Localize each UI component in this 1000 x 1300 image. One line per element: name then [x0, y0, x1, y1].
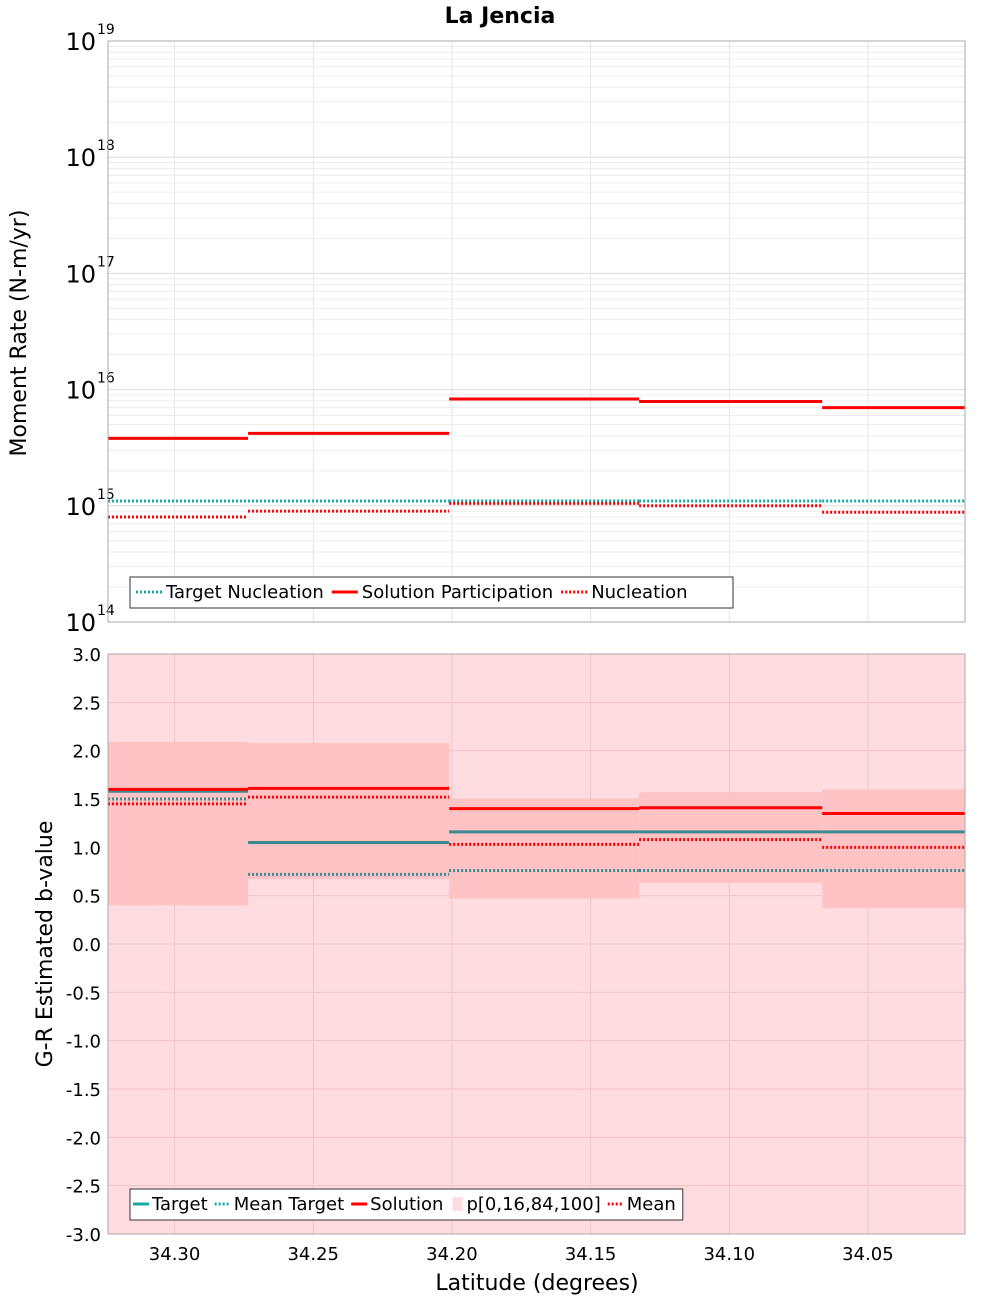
bottom-y-tick-label: -1.0	[66, 1032, 101, 1053]
chart-title: La Jencia	[445, 4, 556, 29]
bottom-y-tick-label: -1.5	[66, 1080, 101, 1101]
bottom-y-tick-label: 1.0	[72, 838, 101, 859]
x-tick-label: 34.05	[842, 1244, 894, 1265]
bottom-legend-label: p[0,16,84,100]	[466, 1194, 600, 1215]
x-tick-label: 34.20	[426, 1244, 478, 1265]
bottom-legend-swatch	[452, 1197, 463, 1211]
bottom-y-tick-label: 2.5	[72, 693, 101, 714]
bottom-y-tick-label: 0.0	[72, 935, 101, 956]
bottom-y-tick-label: 2.0	[72, 742, 101, 763]
band-p16-p84	[108, 741, 249, 906]
bottom-y-tick-label: 0.5	[72, 887, 101, 908]
x-axis-label: Latitude (degrees)	[435, 1271, 638, 1296]
top-y-tick-label: 10	[65, 377, 96, 405]
top-y-axis-label: Moment Rate (N-m/yr)	[7, 210, 32, 457]
bottom-legend-label: Mean Target	[234, 1194, 344, 1215]
bottom-legend-label: Target	[151, 1194, 208, 1215]
x-tick-label: 34.30	[149, 1244, 201, 1265]
top-y-tick-label: 10	[65, 260, 96, 288]
x-tick-label: 34.10	[703, 1244, 755, 1265]
bottom-legend-label: Solution	[370, 1194, 443, 1215]
bottom-y-tick-label: -0.5	[66, 983, 101, 1004]
bottom-legend-box	[129, 1188, 684, 1221]
top-legend: Target Nucleation Solution Participation N…	[129, 576, 734, 609]
bottom-legend-label: Mean	[627, 1194, 676, 1215]
top-y-tick-label: 10	[65, 493, 96, 521]
x-tick-label: 34.25	[287, 1244, 339, 1265]
top-legend-label: Target Nucleation	[165, 582, 324, 603]
top-y-tick-exponent: 19	[97, 22, 115, 38]
top-legend-label: Solution Participation	[362, 582, 553, 603]
bottom-y-tick-label: -3.0	[66, 1225, 101, 1246]
band-p16-p84	[248, 742, 450, 880]
top-y-tick-label: 10	[65, 28, 96, 56]
top-y-tick-exponent: 16	[97, 371, 115, 387]
b-value-plot: -3.0 -2.5 -2.0 -1.5 -1.0 -0.5 0.0 0.5 1.0 1.5 2.0 2…	[66, 645, 966, 1265]
top-legend-box	[129, 576, 734, 609]
bottom-legend: Target Mean Target Solution p[0,16,84,100] M…	[129, 1188, 684, 1221]
band-p16-p84	[822, 789, 965, 909]
bottom-plot-frame	[107, 653, 966, 1235]
bottom-y-tick-label: -2.0	[66, 1128, 101, 1149]
top-y-tick-exponent: 18	[97, 138, 115, 154]
top-y-tick-label: 10	[65, 144, 96, 172]
band-p16-p84	[449, 799, 640, 899]
bottom-y-axis-label: G-R Estimated b-value	[33, 821, 58, 1068]
top-plot-background	[108, 41, 965, 622]
top-y-tick-exponent: 14	[97, 603, 115, 619]
band-p16-p84	[639, 792, 823, 884]
top-y-tick-label: 10	[65, 609, 96, 637]
top-legend-label: Nucleation	[591, 582, 687, 603]
x-tick-label: 34.15	[565, 1244, 617, 1265]
top-plot-frame	[107, 40, 966, 623]
top-y-tick-exponent: 15	[97, 487, 115, 503]
bottom-y-tick-label: 3.0	[72, 645, 101, 666]
top-y-tick-exponent: 17	[97, 254, 115, 270]
bottom-y-tick-label: -2.5	[66, 1177, 101, 1198]
bottom-y-tick-label: 1.5	[72, 790, 101, 811]
